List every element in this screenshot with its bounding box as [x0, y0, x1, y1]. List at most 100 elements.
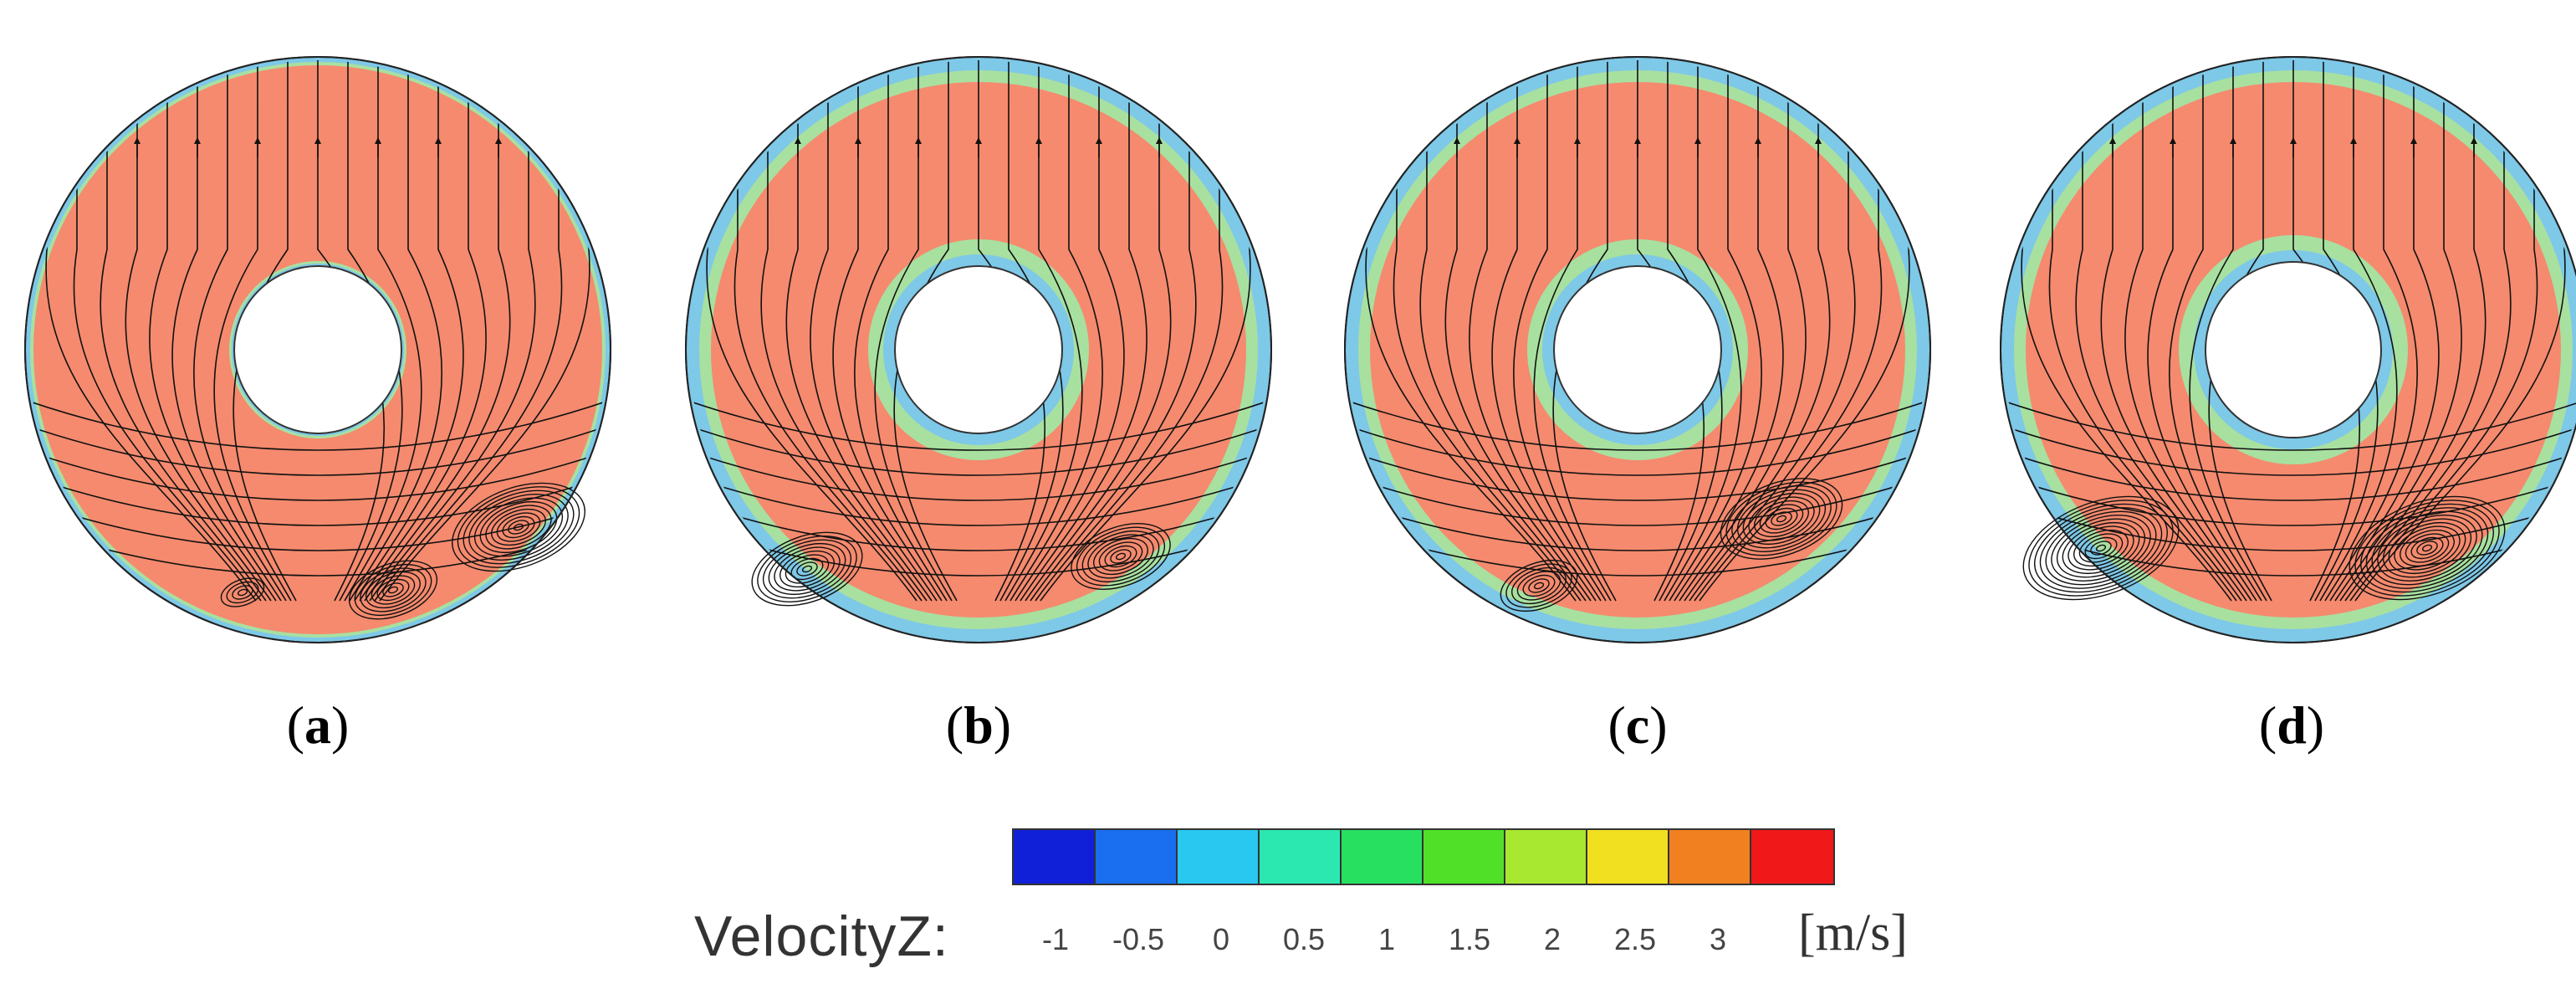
inner-cylinder	[233, 265, 402, 434]
annulus-panel-c	[1344, 56, 1931, 643]
outer-outline	[2000, 56, 2576, 643]
streamline	[689, 449, 1268, 501]
colorbar-segment	[1751, 830, 1833, 884]
streamline	[1040, 60, 1251, 602]
streamline	[1348, 500, 1927, 551]
streamline	[689, 424, 1268, 476]
colorbar-tick-label: 0.5	[1282, 922, 1326, 956]
streamline	[193, 60, 287, 602]
streamline	[1694, 60, 1883, 602]
colorbar-tick-label: 2	[1543, 922, 1561, 956]
streamline	[149, 60, 277, 602]
streamline	[45, 60, 257, 602]
colorbar-segment	[1014, 830, 1096, 884]
streamline	[854, 60, 948, 602]
vortex	[1071, 523, 1171, 590]
streamline	[359, 60, 487, 602]
vortex	[348, 560, 438, 620]
streamline	[2048, 60, 2237, 602]
streamline	[349, 60, 442, 602]
vortex	[2349, 495, 2506, 601]
streamline	[2354, 60, 2566, 602]
inner-cylinder	[1553, 265, 1722, 434]
panel-label-a: (a)	[286, 695, 350, 755]
streamline	[2189, 60, 2267, 602]
streamline	[1015, 60, 1125, 602]
annulus-panel-b	[685, 56, 1272, 643]
colorbar-tick-label: -0.5	[1112, 922, 1165, 956]
colorbar-title: VelocityZ:	[694, 905, 949, 968]
colorbar-segment	[1342, 830, 1423, 884]
streamline	[2004, 474, 2576, 526]
streamline	[1533, 60, 1612, 602]
streamline	[28, 399, 607, 451]
vortex	[1720, 478, 1843, 560]
streamline	[1348, 424, 1927, 476]
streamline	[733, 60, 923, 602]
streamlines	[28, 60, 607, 602]
annulus-panel-d	[2000, 56, 2576, 643]
panel-label-d: (d)	[2258, 695, 2325, 755]
streamline	[213, 60, 292, 602]
inner-cylinder	[2205, 261, 2382, 438]
streamline	[874, 60, 953, 602]
streamline	[1348, 449, 1927, 501]
panel-label-c: (c)	[1607, 695, 1668, 755]
streamline	[171, 60, 282, 602]
streamline	[1009, 60, 1103, 602]
inner-cylinder	[894, 265, 1063, 434]
streamline	[689, 399, 1268, 451]
streamline	[2004, 424, 2576, 476]
streamline	[2329, 60, 2440, 602]
streamline	[689, 500, 1268, 551]
streamline	[28, 449, 607, 501]
streamline	[1491, 60, 1602, 602]
streamline	[28, 424, 607, 476]
streamline	[1513, 60, 1607, 602]
colorbar-tick-label: 0	[1212, 922, 1230, 956]
colorbar-tick-label: 3	[1709, 922, 1727, 956]
streamline	[344, 60, 422, 602]
colorbar-tick-label: 2.5	[1613, 922, 1657, 956]
colorbar-tick-label: -1	[1041, 922, 1069, 956]
panel-label-b: (b)	[945, 695, 1012, 755]
streamline	[1004, 60, 1083, 602]
colorbar-segment	[1178, 830, 1260, 884]
streamline	[28, 474, 607, 526]
colorbar-segment	[1096, 830, 1178, 884]
streamline	[1674, 60, 1784, 602]
streamline	[28, 500, 607, 551]
streamline	[2147, 60, 2257, 602]
outer-outline	[1344, 56, 1931, 643]
streamline	[2004, 449, 2576, 501]
streamline	[1669, 60, 1762, 602]
colorbar-segment	[1505, 830, 1587, 884]
streamlines	[1348, 60, 1927, 602]
vortex	[751, 531, 863, 607]
streamline	[1020, 60, 1147, 602]
streamline	[374, 60, 563, 602]
velocity-colorbar	[1012, 828, 1835, 885]
streamline	[1679, 60, 1807, 602]
vortex	[220, 577, 265, 607]
streamline	[2021, 60, 2232, 602]
streamline	[2124, 60, 2252, 602]
streamline	[1348, 474, 1927, 526]
streamline	[1365, 60, 1577, 602]
streamline	[1393, 60, 1582, 602]
colorbar-segment	[1669, 830, 1751, 884]
streamline	[810, 60, 938, 602]
outer-outline	[685, 56, 1272, 643]
streamline	[1664, 60, 1742, 602]
streamline	[2004, 500, 2576, 551]
annulus-panel-a	[24, 56, 611, 643]
streamline	[1699, 60, 1910, 602]
streamline	[1348, 399, 1927, 451]
streamline	[706, 60, 917, 602]
streamline	[354, 60, 464, 602]
outer-outline	[24, 56, 611, 643]
streamline	[2004, 399, 2576, 451]
streamline	[73, 60, 262, 602]
streamline	[832, 60, 943, 602]
